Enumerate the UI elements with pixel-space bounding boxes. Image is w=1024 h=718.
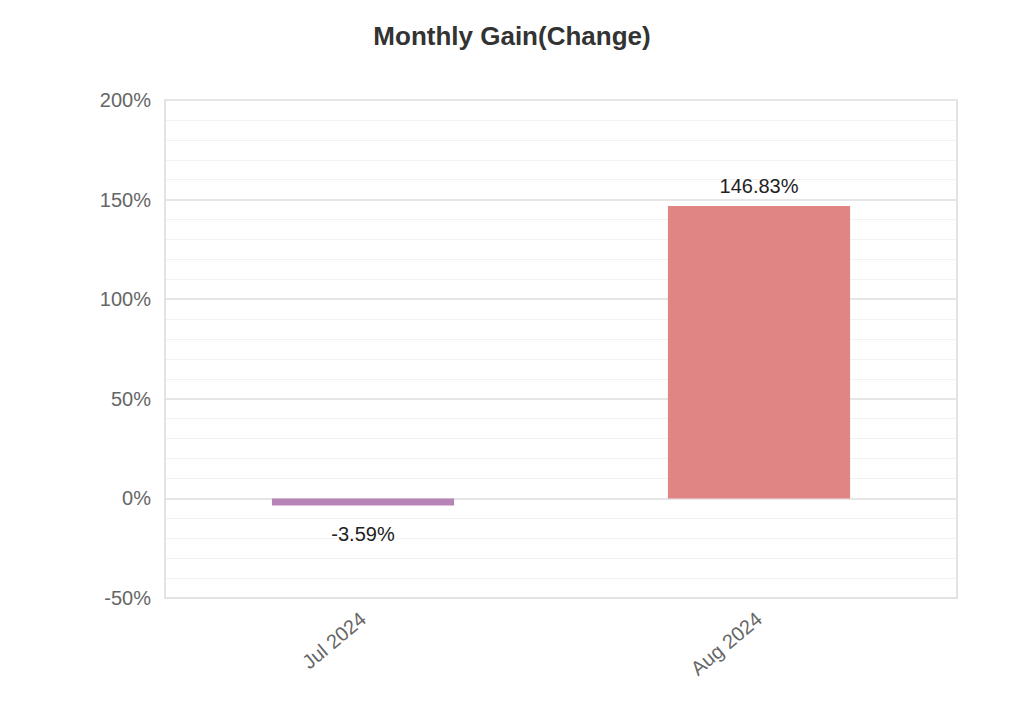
svg-text:Monthly Gain(Change): Monthly Gain(Change) <box>373 21 650 51</box>
svg-text:150%: 150% <box>100 189 151 211</box>
svg-text:-50%: -50% <box>104 587 151 609</box>
svg-text:50%: 50% <box>111 388 151 410</box>
svg-text:146.83%: 146.83% <box>720 175 799 197</box>
svg-text:-3.59%: -3.59% <box>331 523 395 545</box>
svg-text:Aug 2024: Aug 2024 <box>686 608 766 680</box>
svg-text:Jul 2024: Jul 2024 <box>298 608 370 673</box>
svg-text:100%: 100% <box>100 288 151 310</box>
svg-text:0%: 0% <box>122 487 151 509</box>
svg-text:200%: 200% <box>100 89 151 111</box>
